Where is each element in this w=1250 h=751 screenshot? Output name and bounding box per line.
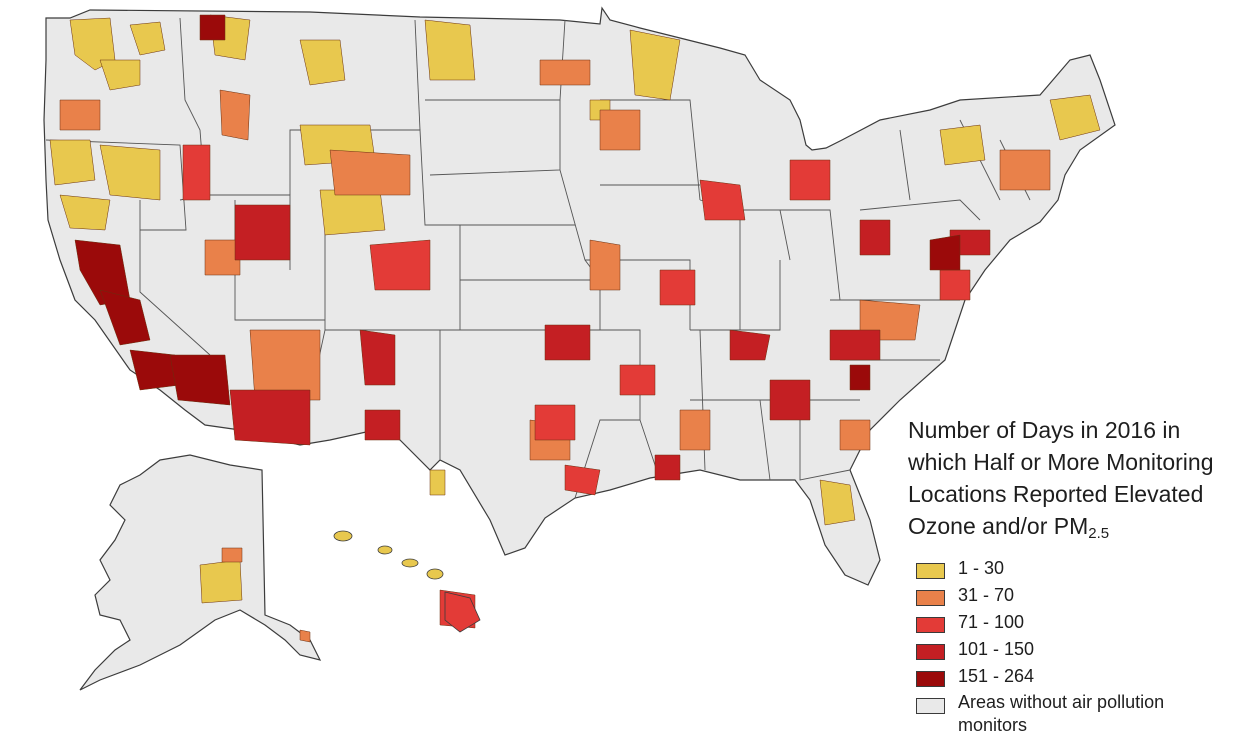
- legend-label-151-264: 151 - 264: [958, 666, 1035, 686]
- legend: 1 - 30 31 - 70 71 - 100 101 - 150 151 - …: [916, 558, 1246, 735]
- legend-item-1-30: 1 - 30: [916, 558, 1246, 587]
- alaska-county-yellow: [199, 559, 243, 604]
- legend-title-ozone-pm: Ozone and/or PM: [908, 513, 1089, 539]
- legend-label-1-30: 1 - 30: [958, 558, 1005, 578]
- legend-title: Number of Days in 2016 in which Half or …: [908, 414, 1248, 542]
- alaska-southeast-orange: [299, 629, 311, 643]
- legend-item-101-150: 101 - 150: [916, 639, 1246, 668]
- legend-title-line-2: which Half or More Monitoring: [908, 449, 1214, 475]
- legend-swatch-101-150: [916, 644, 945, 660]
- legend-swatch-31-70: [916, 590, 945, 606]
- legend-label-71-100: 71 - 100: [958, 612, 1025, 632]
- legend-title-line-1: Number of Days in 2016 in: [908, 417, 1181, 443]
- legend-label-101-150: 101 - 150: [958, 639, 1035, 659]
- legend-swatch-1-30: [916, 563, 945, 579]
- legend-title-subscript: 2.5: [1088, 525, 1110, 542]
- legend-item-71-100: 71 - 100: [916, 612, 1246, 641]
- legend-item-no-monitors: Areas without air pollution monitors: [916, 692, 1246, 735]
- alaska-outline: [79, 454, 322, 691]
- alaska-county-orange: [221, 547, 243, 563]
- legend-title-line-3: Locations Reported Elevated: [908, 481, 1204, 507]
- legend-item-31-70: 31 - 70: [916, 585, 1246, 614]
- legend-title-line-4: Ozone and/or PM2.5: [908, 510, 1248, 542]
- legend-label-no-monitors: Areas without air pollution monitors: [958, 692, 1165, 735]
- legend-item-151-264: 151 - 264: [916, 666, 1246, 695]
- legend-swatch-151-264: [916, 671, 945, 687]
- hawaii: [333, 530, 481, 633]
- legend-swatch-no-monitors: [916, 698, 945, 714]
- legend-label-31-70: 31 - 70: [958, 585, 1015, 605]
- legend-swatch-71-100: [916, 617, 945, 633]
